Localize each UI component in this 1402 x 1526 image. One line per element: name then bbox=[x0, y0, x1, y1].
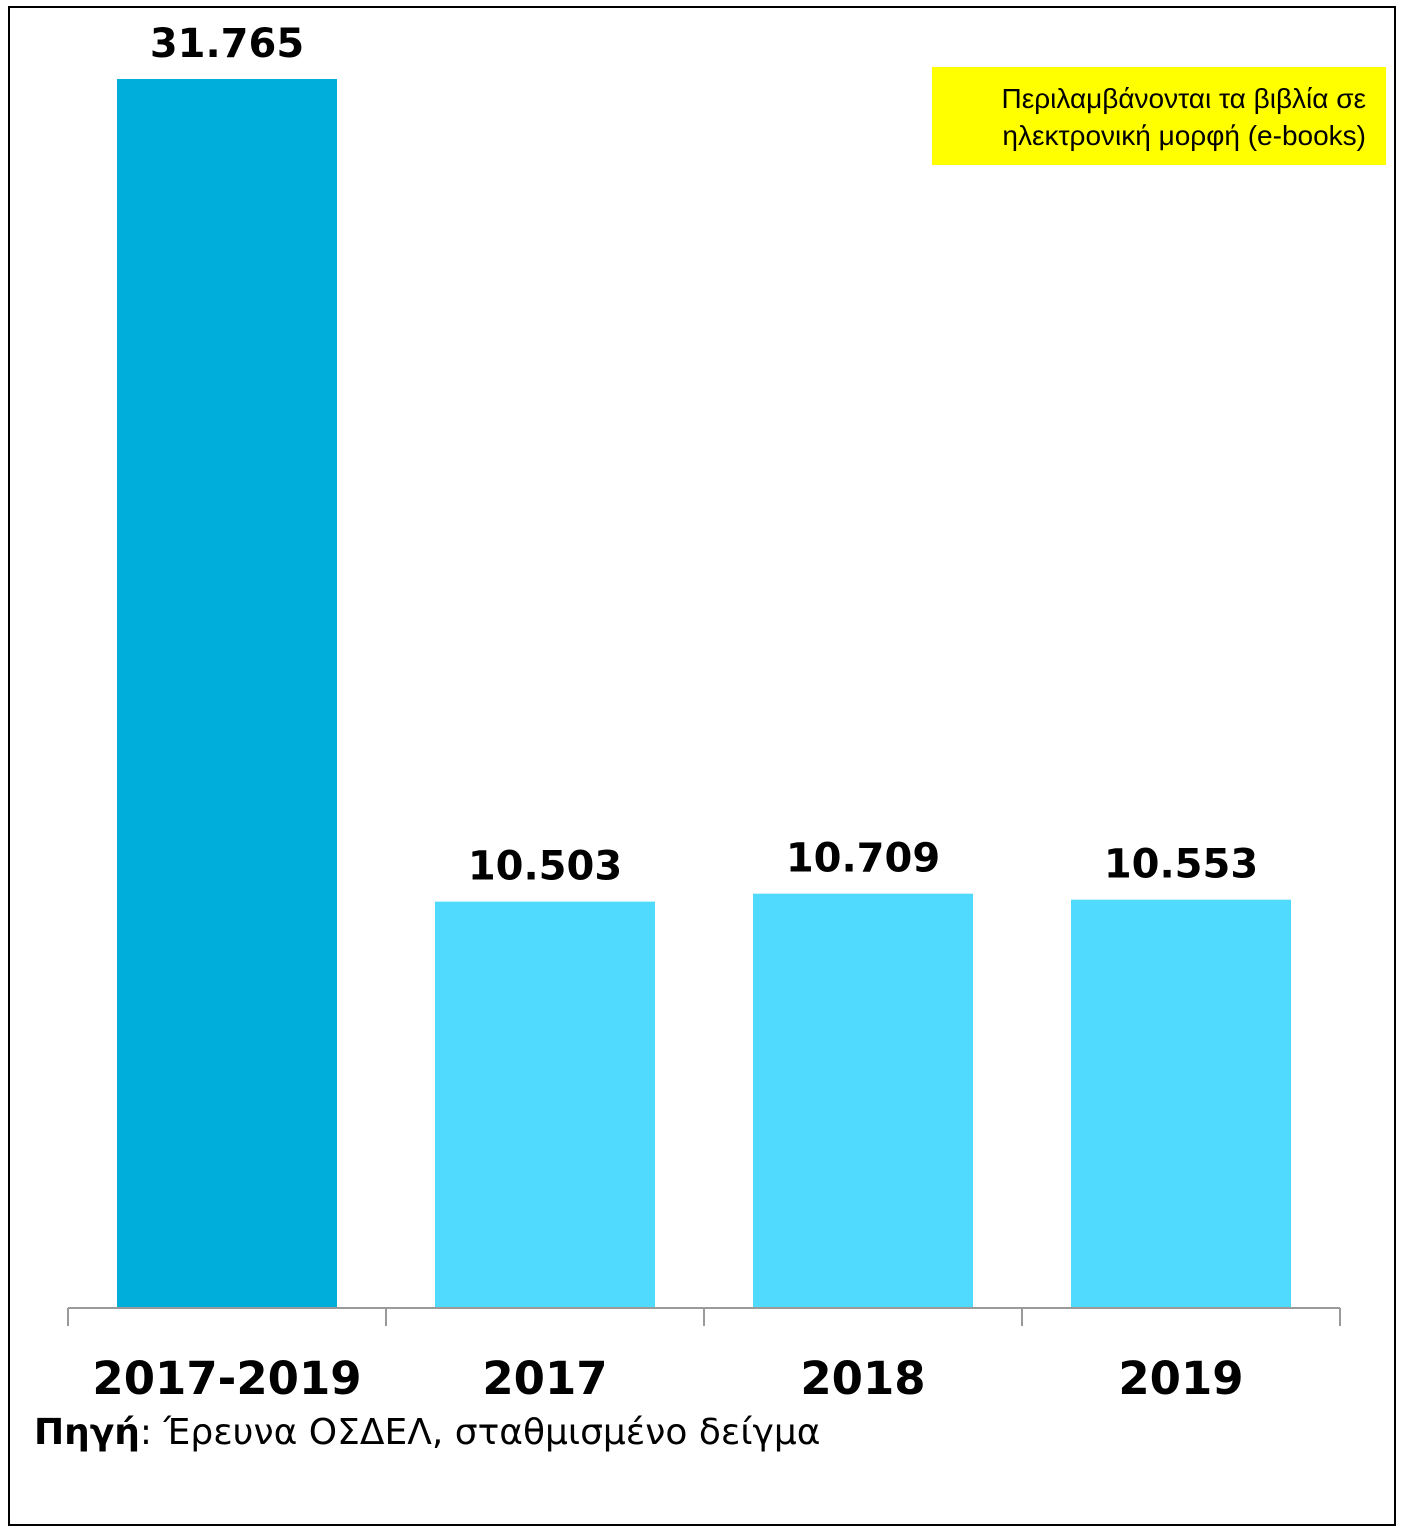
source-separator: : bbox=[139, 1412, 164, 1453]
value-label-2019: 10.553 bbox=[1104, 842, 1258, 888]
bar-2017-2019 bbox=[117, 79, 337, 1308]
x-tick-label-2018: 2018 bbox=[800, 1352, 925, 1405]
x-tick-label-2019: 2019 bbox=[1118, 1352, 1243, 1405]
bar-2019 bbox=[1071, 899, 1291, 1308]
x-tick-label-2017-2019: 2017-2019 bbox=[92, 1352, 361, 1405]
value-label-2017: 10.503 bbox=[468, 844, 622, 890]
bar-2018 bbox=[753, 893, 973, 1308]
source-caption: Πηγή: Έρευνα ΟΣΔΕΛ, σταθμισμένο δείγμα bbox=[34, 1412, 820, 1453]
value-label-2017-2019: 31.765 bbox=[150, 21, 304, 67]
bar-2017 bbox=[435, 901, 655, 1308]
source-text: Έρευνα ΟΣΔΕΛ, σταθμισμένο δείγμα bbox=[163, 1412, 821, 1453]
value-label-2018: 10.709 bbox=[786, 836, 940, 882]
x-tick-label-2017: 2017 bbox=[482, 1352, 607, 1405]
source-label: Πηγή bbox=[34, 1412, 140, 1453]
ebooks-note-line2: ηλεκτρονική μορφή (e-books) bbox=[1002, 120, 1366, 151]
ebooks-note-line1: Περιλαμβάνονται τα βιβλία σε bbox=[1001, 83, 1366, 114]
ebooks-note: Περιλαμβάνονται τα βιβλία σε ηλεκτρονική… bbox=[932, 67, 1386, 165]
